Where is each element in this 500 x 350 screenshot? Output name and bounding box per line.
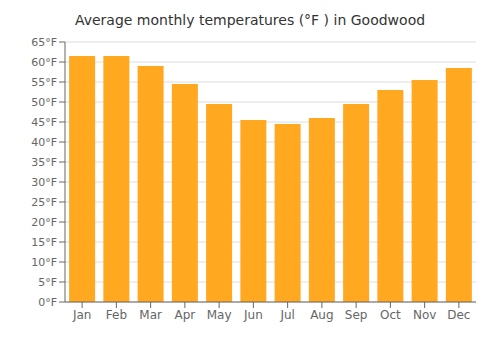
svg-text:45°F: 45°F (31, 116, 57, 129)
svg-text:Feb: Feb (106, 308, 127, 322)
svg-text:Aug: Aug (310, 308, 333, 322)
svg-text:15°F: 15°F (31, 236, 57, 249)
svg-text:35°F: 35°F (31, 156, 57, 169)
svg-text:55°F: 55°F (31, 76, 57, 89)
svg-text:Jan: Jan (72, 308, 92, 322)
svg-text:25°F: 25°F (31, 196, 57, 209)
html-text:Average monthly temperatures (: Average monthly temperatures (°F ) in Go… (74, 12, 426, 28)
svg-text:60°F: 60°F (31, 56, 57, 69)
svg-text:10°F: 10°F (31, 256, 57, 269)
svg-text:40°F: 40°F (31, 136, 57, 149)
svg-text:May: May (207, 308, 232, 322)
svg-text:20°F: 20°F (31, 216, 57, 229)
svg-text:Nov: Nov (413, 308, 436, 322)
svg-text:Jul: Jul (279, 308, 294, 322)
svg-text:Apr: Apr (174, 308, 195, 322)
svg-text:Dec: Dec (447, 308, 470, 322)
svg-text:30°F: 30°F (31, 176, 57, 189)
svg-text:Oct: Oct (380, 308, 401, 322)
svg-text:5°F: 5°F (38, 276, 57, 289)
svg-text:0°F: 0°F (38, 296, 57, 309)
svg-text:Mar: Mar (139, 308, 162, 322)
svg-text:65°F: 65°F (31, 36, 57, 49)
svg-text:Sep: Sep (345, 308, 368, 322)
svg-text:Jun: Jun (243, 308, 263, 322)
svg-text:50°F: 50°F (31, 96, 57, 109)
